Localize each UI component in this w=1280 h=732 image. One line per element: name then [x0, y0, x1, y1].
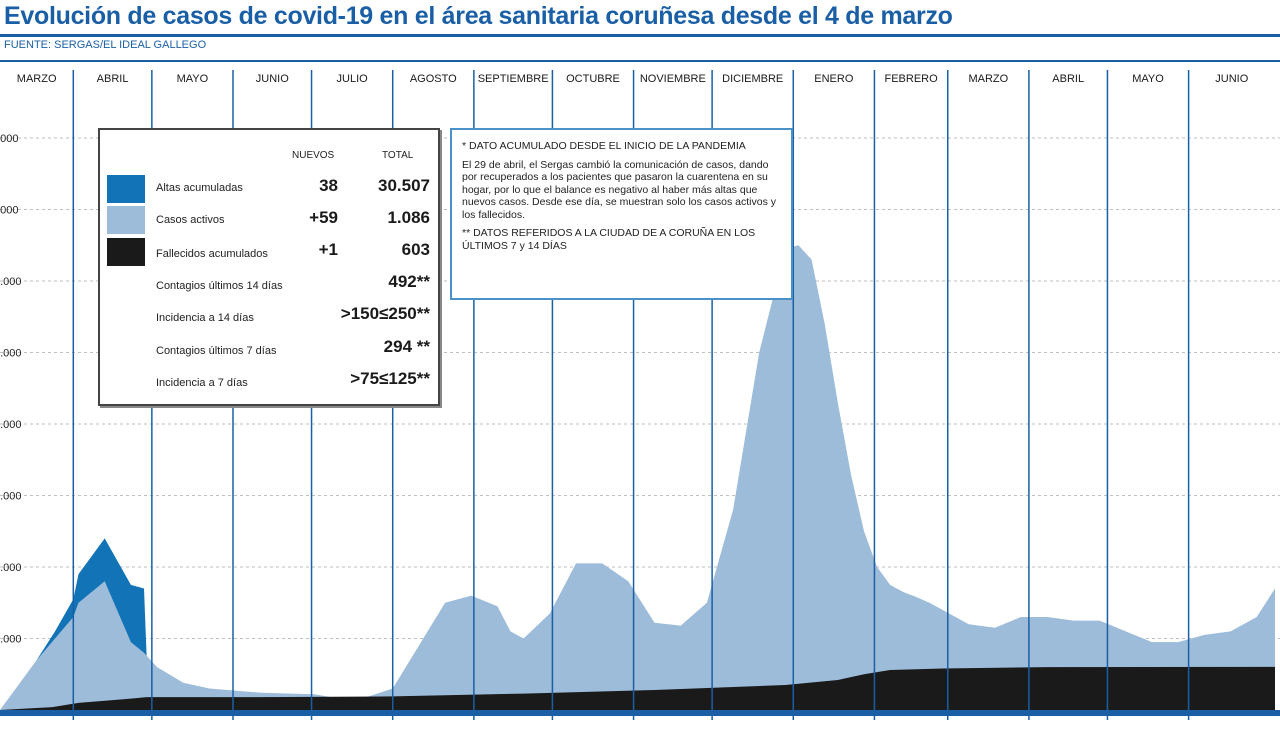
legend-col-new: NUEVOS — [292, 150, 335, 161]
stat-label-incidencia-14: Incidencia a 14 días — [156, 312, 254, 324]
note-cambio-sergas: El 29 de abril, el Sergas cambió la comu… — [462, 158, 776, 221]
month-label: SEPTIEMBRE — [478, 73, 549, 85]
month-label: OCTUBRE — [566, 73, 620, 85]
month-label: MAYO — [1132, 73, 1164, 85]
month-label: MAYO — [177, 73, 209, 85]
source-label: FUENTE: SERGAS/EL IDEAL GALLEGO — [4, 39, 207, 51]
month-label: ENERO — [814, 73, 854, 85]
stat-value-incidencia-14: >150≤250** — [340, 304, 430, 323]
stat-label-contagios-7: Contagios últimos 7 días — [156, 345, 277, 357]
y-tick-label: 8000 — [0, 133, 18, 145]
month-label: MARZO — [17, 73, 57, 85]
month-label: AGOSTO — [410, 73, 457, 85]
legend-col-total: TOTAL — [382, 150, 414, 161]
month-bar-divider — [0, 60, 1280, 62]
page-title: Evolución de casos de covid-19 en el áre… — [4, 2, 953, 30]
legend-swatch-fallecidos — [107, 238, 145, 266]
stat-value-contagios-7: 294 ** — [383, 337, 430, 356]
month-label: MARZO — [968, 73, 1008, 85]
y-tick-label: 5.000 — [0, 348, 22, 360]
month-label: DICIEMBRE — [722, 73, 783, 85]
legend-total-altas: 30.507 — [378, 176, 430, 195]
notes-panel: * DATO ACUMULADO DESDE EL INICIO DE LA P… — [450, 128, 793, 300]
legend-new-activos: +59 — [309, 208, 338, 227]
title-divider — [0, 34, 1280, 37]
month-label: JULIO — [337, 73, 369, 85]
legend-label-altas: Altas acumuladas — [156, 182, 243, 194]
month-label: FEBRERO — [884, 73, 938, 85]
y-tick-label: 3.000 — [0, 491, 22, 503]
y-tick-label: 6.000 — [0, 276, 22, 288]
legend-total-activos: 1.086 — [387, 208, 430, 227]
note-ciudad: ** DATOS REFERIDOS A LA CIUDAD DE A CORU… — [462, 227, 756, 252]
stat-value-contagios-14: 492** — [388, 272, 430, 291]
y-tick-label: 1.000 — [0, 634, 22, 646]
month-label: JUNIO — [256, 73, 289, 85]
month-label: JUNIO — [1215, 73, 1248, 85]
fallecidos-area — [0, 666, 1275, 710]
y-tick-label: 7000 — [0, 205, 18, 217]
y-tick-label: 2.000 — [0, 562, 22, 574]
legend-label-activos: Casos activos — [156, 214, 225, 226]
activos-area — [0, 245, 1275, 711]
legend-new-altas: 38 — [319, 176, 338, 195]
month-label: ABRIL — [97, 73, 129, 85]
month-label: ABRIL — [1052, 73, 1084, 85]
legend-total-fallecidos: 603 — [401, 240, 430, 259]
legend-swatch-activos — [107, 206, 145, 234]
legend-label-fallecidos: Fallecidos acumulados — [156, 248, 268, 260]
stat-label-contagios-14: Contagios últimos 14 días — [156, 280, 283, 292]
month-label: NOVIEMBRE — [640, 73, 706, 85]
stat-value-incidencia-7: >75≤125** — [350, 369, 430, 388]
y-tick-label: 4.000 — [0, 419, 22, 431]
legend-new-fallecidos: +1 — [318, 240, 338, 259]
legend-panel: NUEVOS TOTAL Altas acumuladas 38 30.507 … — [98, 128, 440, 406]
stat-label-incidencia-7: Incidencia a 7 días — [156, 377, 248, 389]
note-acumulado: * DATO ACUMULADO DESDE EL INICIO DE LA P… — [462, 140, 746, 152]
x-axis-baseline — [0, 710, 1280, 716]
legend-swatch-altas — [107, 175, 145, 203]
